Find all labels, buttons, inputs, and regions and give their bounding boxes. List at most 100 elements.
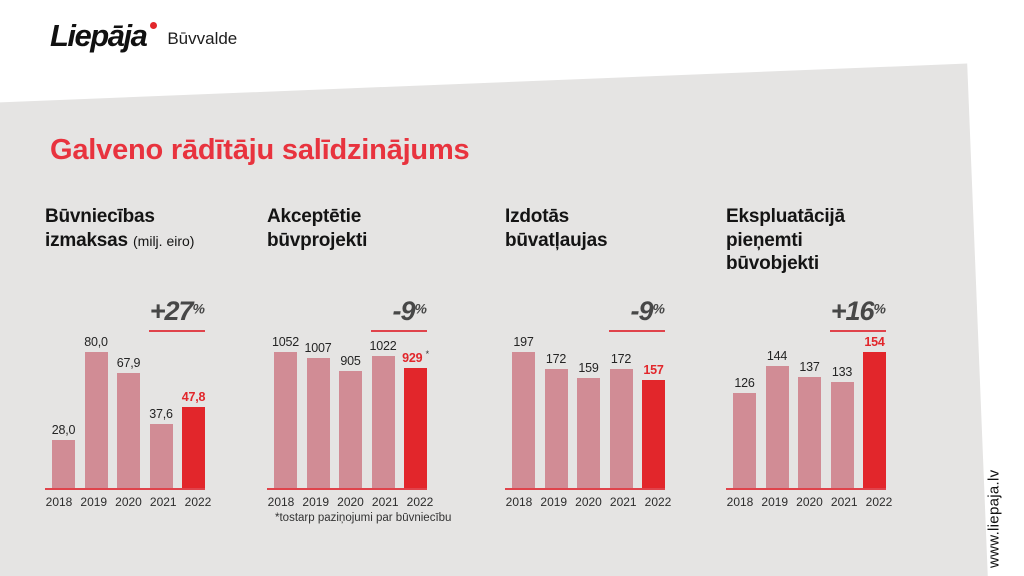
year-label-cell: 2021 (609, 495, 637, 509)
bar-column: 47,8 (182, 390, 205, 488)
bar-value-label: 929 * (402, 349, 429, 365)
year-label: 2022 (644, 495, 672, 509)
bar-2019 (765, 366, 789, 488)
percent-underline (830, 330, 886, 332)
year-label: 2021 (830, 495, 858, 509)
bar-column: 905 (339, 354, 362, 488)
bar-value-text: 154 (864, 335, 885, 349)
year-label-cell: 2022 (184, 495, 212, 509)
bar-value-text: 80,0 (84, 335, 108, 349)
bar-2022 (182, 407, 205, 488)
chart-title: Būvniecības izmaksas (milj. eiro) (45, 205, 205, 252)
bar-value-label: 47,8 (182, 390, 206, 404)
bar-column: 1052 (272, 335, 299, 488)
x-axis-labels: 2018 2019 2020 2021 2022 (506, 495, 672, 509)
chart-title-text: būvobjekti (726, 253, 820, 275)
chart-4: Ekspluatācijā pieņemti būvobjekti +16% 126 14… (726, 205, 892, 523)
change-percent: +27% (149, 298, 205, 332)
bar-2018 (274, 352, 297, 488)
chart-title-text: būvprojekti (267, 229, 368, 251)
year-label-cell: 2018 (45, 495, 73, 509)
year-label: 2022 (184, 495, 212, 509)
bars-area: 1052 1007 905 1022 929 * (272, 332, 429, 488)
liepaja-logo: Liepāja (50, 20, 158, 51)
bar-column: 37,6 (149, 407, 173, 488)
bar-value-label: 172 (546, 352, 566, 366)
chart-3: Izdotās būvatļaujas -9% 197 172 159 172 157 2018… (505, 205, 671, 523)
bar-2022 (404, 368, 427, 488)
bar-value-text: 172 (610, 352, 632, 366)
bar-column: 929 * (402, 349, 429, 488)
bar-value-text: 157 (643, 363, 664, 377)
year-label-cell: 2021 (830, 495, 858, 509)
chart-title-line: izmaksas (milj. eiro) (45, 229, 205, 253)
year-label-cell: 2019 (80, 495, 107, 509)
bar-2020 (577, 378, 600, 488)
bar-value-text: 905 (340, 354, 361, 368)
bar-value-text: 67,9 (116, 356, 141, 370)
chart-title: Ekspluatācijā pieņemti būvobjekti (726, 205, 886, 276)
bar-value-label: 197 (513, 335, 533, 349)
chart-title-text: Akceptētie (267, 206, 362, 227)
year-label-cell: 2022 (407, 495, 434, 509)
year-label: 2018 (726, 495, 754, 509)
x-axis-line (505, 488, 665, 490)
bar-value-text: 144 (766, 349, 788, 363)
bar-column: 157 (642, 363, 665, 488)
bar-column: 197 (512, 335, 535, 488)
bar-value-label: 1022 (370, 339, 397, 353)
year-label: 2021 (149, 495, 177, 509)
year-label-cell: 2020 (575, 495, 602, 509)
bar-2019 (84, 352, 108, 488)
page-title: Galveno rādītāju salīdzinājums (50, 134, 470, 166)
year-label-cell: 2018 (506, 495, 533, 509)
chart-title-line: pieņemti (726, 229, 886, 253)
x-axis-labels: 2018 2019 2020 2021 2022 (267, 495, 434, 509)
bar-column: 1007 (305, 341, 332, 488)
chart-title-text: Izdotās (505, 206, 570, 227)
bar-value-text: 1007 (304, 341, 332, 355)
year-label: 2020 (796, 495, 823, 509)
chart-title-text: pieņemti (726, 229, 803, 251)
chart-title-line: Ekspluatācijā (726, 205, 886, 229)
change-percent: -9% (609, 298, 665, 332)
year-label: 2019 (302, 495, 330, 509)
bar-column: 67,9 (117, 356, 140, 488)
bar-column: 172 (544, 352, 568, 488)
website-url: www.liepaja.lv (985, 469, 1003, 568)
change-percent-value: -9 (630, 296, 654, 326)
chart-title-line: Būvniecības (45, 205, 205, 229)
chart-1: Būvniecības izmaksas (milj. eiro) +27% 28,0… (45, 205, 211, 523)
bar-2022 (642, 380, 665, 488)
bar-column: 154 (863, 335, 886, 488)
bar-value-label: 37,6 (149, 407, 173, 421)
year-label-cell: 2022 (644, 495, 672, 509)
bar-value-label: 154 (864, 335, 884, 349)
year-label: 2018 (267, 495, 295, 509)
year-label: 2018 (45, 495, 73, 509)
chart-title-line: būvprojekti (267, 229, 427, 253)
bar-value-label: 126 (734, 376, 754, 390)
percent-sign: % (414, 300, 427, 317)
year-label: 2021 (371, 495, 399, 509)
bar-value-text: 47,8 (181, 390, 206, 404)
chart-title-text: būvatļaujas (505, 229, 608, 251)
bar-value-text: 172 (545, 352, 567, 366)
chart-title-line: būvatļaujas (505, 229, 665, 253)
chart-title: Akceptētie būvprojekti (267, 205, 427, 252)
year-label: 2021 (609, 495, 637, 509)
chart-title-line: būvobjekti (726, 252, 886, 276)
footnote-asterisk: * (425, 348, 430, 359)
x-axis-line (45, 488, 205, 490)
bar-2020 (339, 371, 362, 488)
x-axis-line (267, 488, 427, 490)
year-label-cell: 2019 (761, 495, 789, 509)
logo-subtitle: Būvvalde (167, 29, 238, 49)
year-label: 2019 (761, 495, 789, 509)
year-label: 2020 (575, 495, 602, 509)
year-label: 2020 (337, 495, 364, 509)
bar-value-label: 1007 (305, 341, 332, 355)
change-percent-value: +16 (830, 296, 875, 326)
bar-2018 (512, 352, 535, 488)
